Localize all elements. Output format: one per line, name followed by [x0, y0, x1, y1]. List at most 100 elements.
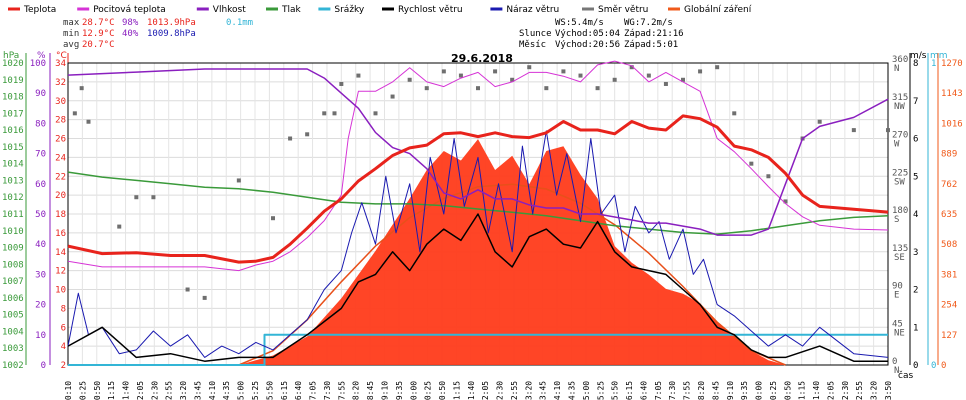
wind-direction-point: [441, 69, 446, 74]
stats-panel: max 28.7°C 98% 1013.9hPa 0.1mm min 12.9°…: [63, 18, 253, 50]
rain-tick-label: 1: [931, 59, 936, 69]
pressure-tick-label: 1014: [2, 160, 24, 170]
wind-direction-point: [86, 119, 91, 124]
stat-max-hum: 98%: [122, 18, 139, 28]
x-tick-label: 05:00: [237, 381, 246, 400]
x-tick-label: 12:30: [496, 381, 505, 400]
x-axis-label: čas: [898, 370, 913, 381]
wind-direction-point: [851, 128, 856, 133]
wind-dir-name-label: E: [894, 291, 899, 301]
wind-direction-point: [151, 195, 156, 200]
temp-tick-label: 24: [55, 153, 66, 163]
pressure-tick-label: 1007: [2, 277, 24, 287]
legend-label-4: Srážky: [334, 5, 365, 15]
wind-ms-tick-label: 5: [913, 172, 918, 182]
legend: Teplota Pocitová teplota Vlhkost Tlak Srážky…: [8, 5, 752, 15]
legend-label-7: Směr větru: [598, 5, 648, 15]
wind-direction-point: [783, 199, 788, 204]
wind-direction-point: [749, 161, 754, 166]
x-tick-label: 13:45: [539, 381, 548, 400]
temp-tick-label: 2: [61, 361, 66, 371]
wind-speed-stat: WS:5.4m/s: [555, 18, 604, 28]
wind-direction-point: [322, 111, 327, 116]
x-tick-label: 16:40: [639, 381, 648, 400]
legend-label-2: Vlhkost: [213, 5, 246, 15]
info-panel: WS:5.4m/s WG:7.2m/s Slunce Východ:05:04 …: [519, 18, 684, 50]
wind-direction-point: [134, 195, 139, 200]
wind-direction-point: [629, 65, 634, 70]
pressure-tick-label: 1008: [2, 260, 24, 270]
radiation-tick-label: 254: [941, 301, 957, 311]
humidity-tick-label: 70: [35, 150, 46, 160]
axis-header-pct: %: [37, 51, 46, 61]
wind-dir-name-label: SE: [894, 253, 905, 263]
radiation-tick-label: 762: [941, 180, 957, 190]
series-wind-speed-line: [67, 213, 888, 362]
wind-ms-tick-label: 2: [913, 286, 918, 296]
stat-avg-label: avg: [63, 40, 79, 50]
series-temperature-line: [67, 114, 889, 264]
legend-label-1: Pocitová teplota: [93, 5, 166, 15]
wind-direction-point: [407, 77, 412, 82]
wind-direction-point: [595, 86, 600, 91]
x-tick-label: 19:35: [740, 381, 749, 400]
wind-direction-point: [185, 287, 190, 292]
x-tick-label: 12:55: [510, 381, 519, 400]
pressure-tick-label: 1009: [2, 244, 24, 254]
stat-min-hum: 40%: [122, 29, 139, 39]
x-tick-label: 01:40: [122, 381, 131, 400]
series-humidity-line: [67, 68, 889, 236]
chart-title: 29.6.2018: [451, 52, 513, 65]
wind-ms-tick-label: 8: [913, 59, 918, 69]
temp-tick-label: 20: [55, 191, 66, 201]
temp-tick-label: 6: [61, 323, 66, 333]
legend-label-8: Globální záření: [684, 5, 752, 15]
x-tick-label: 22:55: [855, 381, 864, 400]
rain-tick-label: 0: [931, 361, 936, 371]
wind-dir-deg-label: 270: [892, 131, 908, 141]
x-tick-label: 23:20: [870, 381, 879, 400]
wind-direction-point: [663, 81, 668, 86]
wind-dir-deg-label: 225: [892, 168, 908, 178]
wind-ms-tick-label: 7: [913, 97, 918, 107]
humidity-tick-label: 100: [30, 59, 46, 69]
stat-max-rain: 0.1mm: [226, 18, 253, 28]
x-tick-label: 09:10: [380, 381, 389, 400]
axis-header-c: °C: [56, 51, 67, 61]
x-tick-label: 20:00: [755, 381, 764, 400]
wind-dir-deg-label: 90: [892, 282, 903, 292]
x-tick-label: 17:30: [668, 381, 677, 400]
x-tick-label: 03:45: [193, 381, 202, 400]
pressure-tick-label: 1006: [2, 294, 24, 304]
radiation-tick-label: 127: [941, 331, 957, 341]
wind-ms-tick-label: 1: [913, 323, 918, 333]
wind-dir-name-label: N: [894, 366, 899, 376]
temp-tick-label: 4: [61, 342, 66, 352]
x-tick-label: 21:15: [798, 381, 807, 400]
wind-ms-tick-label: 4: [913, 210, 918, 220]
series-wind-gust-line: [67, 130, 889, 358]
wind-direction-point: [79, 86, 84, 91]
wind-dir-deg-label: 0: [892, 357, 897, 367]
pressure-tick-label: 1020: [2, 59, 24, 69]
x-tick-label: 06:15: [280, 381, 289, 400]
x-tick-label: 02:05: [136, 381, 145, 400]
x-tick-label: 00:25: [78, 381, 87, 400]
radiation-tick-label: 1016: [941, 119, 963, 129]
sun-set: Západ:21:16: [624, 29, 684, 39]
stat-min-temp: 12.9°C: [82, 29, 115, 39]
wind-dir-deg-label: 45: [892, 319, 903, 329]
x-tick-label: 20:25: [769, 381, 778, 400]
wind-direction-point: [817, 119, 822, 124]
pressure-tick-label: 1015: [2, 143, 24, 153]
radiation-tick-label: 381: [941, 270, 957, 280]
wind-direction-point: [544, 86, 549, 91]
x-tick-label: 11:15: [452, 381, 461, 400]
series-rain-line: [68, 333, 888, 366]
radiation-tick-label: 889: [941, 150, 957, 160]
wind-ms-tick-label: 3: [913, 248, 918, 258]
humidity-tick-label: 60: [35, 180, 46, 190]
wind-direction-point: [578, 73, 583, 78]
wind-direction-point: [886, 128, 890, 133]
